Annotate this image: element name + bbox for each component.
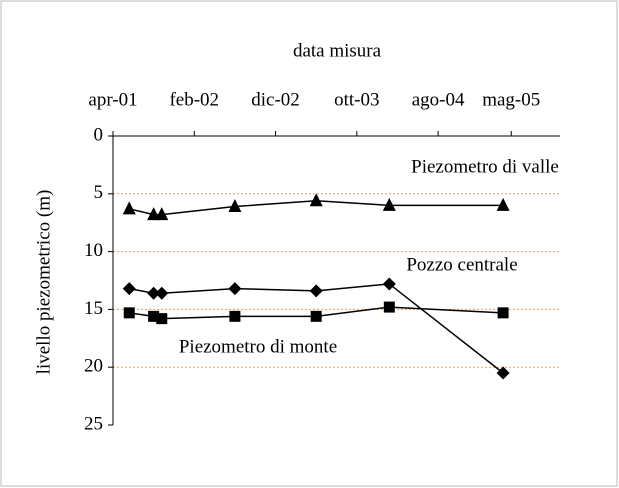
y-axis-label: livello piezometrico (m) [33, 190, 54, 375]
marker [309, 193, 323, 207]
x-tick-label: ott-03 [334, 89, 379, 110]
x-tick-label: apr-01 [88, 89, 137, 110]
marker [122, 282, 136, 296]
marker [156, 313, 168, 325]
marker [496, 197, 510, 211]
series-label: Piezometro di monte [179, 336, 337, 357]
marker [122, 201, 136, 215]
y-tick-label: 20 [84, 356, 103, 377]
marker [497, 307, 509, 319]
x-tick-label: dic-02 [251, 89, 300, 110]
series-label: Pozzo centrale [406, 254, 517, 275]
marker [309, 284, 323, 298]
marker [147, 286, 161, 300]
marker [228, 199, 242, 213]
marker [147, 207, 161, 221]
marker [155, 286, 169, 300]
y-tick-label: 15 [84, 298, 103, 319]
x-tick-label: ago-04 [412, 89, 465, 110]
marker [383, 301, 395, 313]
x-tick-label: feb-02 [169, 89, 219, 110]
y-tick-label: 10 [84, 240, 103, 261]
marker [155, 207, 169, 221]
marker [382, 277, 396, 291]
marker [123, 307, 135, 319]
y-tick-label: 0 [94, 124, 104, 145]
x-axis-label: data misura [293, 40, 382, 61]
y-tick-label: 5 [94, 182, 104, 203]
x-tick-label: mag-05 [482, 89, 540, 110]
marker [310, 310, 322, 322]
marker [496, 366, 510, 380]
series-label: Piezometro di valle [411, 156, 559, 177]
marker [382, 197, 396, 211]
marker [229, 310, 241, 322]
y-tick-label: 25 [84, 413, 103, 434]
marker [228, 282, 242, 296]
